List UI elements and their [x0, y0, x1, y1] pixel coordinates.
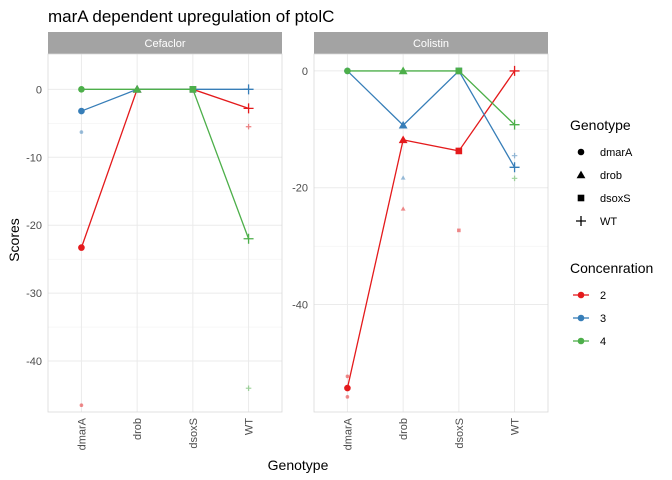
series-line-conc-2	[346, 70, 516, 389]
replicate-point	[345, 374, 350, 379]
y-tick-label: 0	[36, 84, 42, 96]
replicate-point	[511, 175, 518, 182]
x-tick-label: WT	[510, 418, 522, 435]
data-point	[132, 84, 142, 93]
facet-strip-label: Colistin	[413, 38, 449, 50]
legend-key-point	[577, 291, 585, 299]
legend-label: 2	[600, 290, 606, 302]
data-point	[398, 120, 408, 129]
x-tick-label: dsoxS	[188, 418, 200, 449]
panel-border	[313, 53, 549, 413]
legend-key-square	[577, 194, 585, 202]
x-tick-label: WT	[244, 418, 256, 435]
replicate-point	[400, 206, 406, 211]
data-point	[189, 86, 197, 93]
x-tick-label: dmarA	[76, 417, 88, 450]
facet-strip	[314, 32, 548, 54]
panel-cefaclor: Cefaclor 0 -10 -20 -30 -40 dmarA drob dsoxS WT	[26, 32, 283, 450]
legend-label: dsoxS	[600, 193, 631, 205]
legend-key-triangle	[576, 170, 586, 179]
facet-strip	[48, 32, 282, 54]
legend-label: WT	[600, 216, 617, 228]
x-tick-label: dmarA	[342, 417, 354, 450]
y-axis-title: Scores	[6, 218, 22, 262]
data-point	[509, 162, 520, 173]
y-tick-label: -40	[292, 300, 308, 312]
chart-title: marA dependent upregulation of ptolC	[48, 7, 334, 26]
replicate-point	[345, 395, 350, 399]
legend-key-point	[577, 337, 585, 345]
data-point	[509, 65, 520, 76]
legend-key-plus	[576, 216, 586, 226]
panel-border	[47, 53, 283, 413]
y-tick-label: -30	[26, 288, 42, 300]
x-tick-label: drob	[132, 418, 144, 440]
legend-shape: Genotype dmarA drob dsoxS WT	[570, 117, 633, 228]
series-line-conc-2	[80, 88, 249, 248]
data-point	[243, 103, 254, 114]
legend-color: Concenration 2 3 4	[570, 260, 653, 348]
data-point	[243, 84, 254, 95]
data-point	[398, 66, 408, 75]
x-tick-label: dsoxS	[454, 418, 466, 449]
y-tick-label: -20	[26, 220, 42, 232]
data-point	[344, 67, 351, 75]
legend-key-point	[577, 314, 585, 322]
data-point	[78, 86, 85, 93]
legend-title: Genotype	[570, 117, 631, 133]
x-tick-label: drob	[398, 418, 410, 440]
series-line-conc-4	[81, 88, 250, 240]
series-line-conc-4	[347, 70, 516, 126]
legend-label: 3	[600, 313, 606, 325]
legend-key-circle	[577, 148, 585, 156]
data-point	[509, 119, 520, 130]
replicate-point	[400, 175, 406, 180]
replicate-point	[79, 130, 84, 134]
data-point	[455, 147, 463, 155]
x-axis-title: Genotype	[268, 457, 329, 473]
replicate-point	[245, 123, 252, 130]
data-point	[78, 107, 85, 115]
series-line-conc-3	[346, 69, 516, 168]
legend-label: dmarA	[600, 147, 633, 159]
y-tick-label: 0	[302, 66, 308, 78]
legend-label: drob	[600, 170, 622, 182]
y-tick-label: -20	[292, 183, 308, 195]
replicate-point	[511, 152, 518, 159]
data-point	[344, 384, 351, 392]
data-point	[78, 244, 85, 251]
legend-title: Concenration	[570, 260, 653, 276]
data-point	[398, 135, 408, 144]
replicate-point	[79, 403, 84, 408]
data-point	[455, 67, 463, 75]
panel-colistin: Colistin 0 -20 -40 dmarA drob dsoxS WT	[292, 32, 549, 450]
y-tick-label: -10	[26, 152, 42, 164]
y-tick-label: -40	[26, 356, 42, 368]
data-point	[243, 233, 254, 244]
replicate-point	[457, 228, 461, 233]
facet-strip-label: Cefaclor	[145, 38, 186, 50]
replicate-point	[245, 385, 252, 391]
legend-label: 4	[600, 336, 606, 348]
